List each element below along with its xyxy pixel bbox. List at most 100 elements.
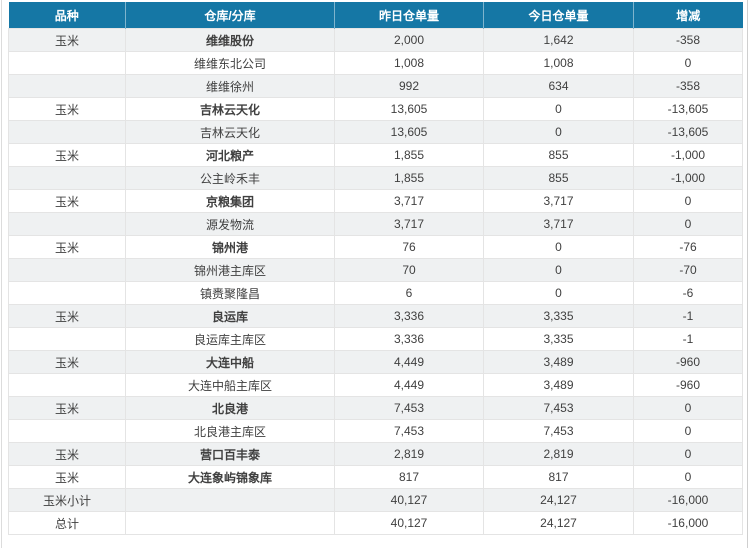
- today-qty-cell: 0: [483, 281, 634, 305]
- change-cell: -70: [633, 258, 743, 282]
- yesterday-qty-cell: 13,605: [334, 120, 484, 144]
- warehouse-cell: 维维股份: [125, 28, 335, 52]
- warehouse-cell: 营口百丰泰: [125, 442, 335, 466]
- change-cell: 0: [633, 419, 743, 443]
- today-qty-cell: 1,008: [483, 51, 634, 75]
- table-row: 玉米 维维股份 2,000 1,642 -358: [8, 28, 743, 52]
- variety-cell: [8, 419, 126, 443]
- table-row: 玉米 吉林云天化 13,605 0 -13,605: [8, 97, 743, 121]
- warehouse-cell: 良运库: [125, 304, 335, 328]
- window-right-border: [747, 0, 748, 548]
- table-row: 玉米 大连中船 4,449 3,489 -960: [8, 350, 743, 374]
- today-qty-cell: 817: [483, 465, 634, 489]
- variety-cell: [8, 281, 126, 305]
- today-qty-cell: 0: [483, 235, 634, 259]
- warehouse-cell: 京粮集团: [125, 189, 335, 213]
- today-qty-cell: 3,489: [483, 373, 634, 397]
- today-qty-cell: 1,642: [483, 28, 634, 52]
- warehouse-cell: 大连象屿锦象库: [125, 465, 335, 489]
- change-cell: -13,605: [633, 120, 743, 144]
- warehouse-cell: 河北粮产: [125, 143, 335, 167]
- variety-cell: 总计: [8, 511, 126, 535]
- variety-cell: [8, 74, 126, 98]
- variety-cell: [8, 258, 126, 282]
- col-header-variety: 品种: [8, 2, 126, 29]
- warehouse-cell: 维维东北公司: [125, 51, 335, 75]
- yesterday-qty-cell: 817: [334, 465, 484, 489]
- yesterday-qty-cell: 1,008: [334, 51, 484, 75]
- table-row: 维维徐州 992 634 -358: [8, 74, 743, 98]
- yesterday-qty-cell: 2,000: [334, 28, 484, 52]
- table-row: 公主岭禾丰 1,855 855 -1,000: [8, 166, 743, 190]
- variety-cell: [8, 327, 126, 351]
- change-cell: -358: [633, 28, 743, 52]
- variety-cell: [8, 212, 126, 236]
- variety-cell: 玉米: [8, 97, 126, 121]
- yesterday-qty-cell: 7,453: [334, 396, 484, 420]
- warehouse-cell: 镇赉聚隆昌: [125, 281, 335, 305]
- warehouse-cell: 维维徐州: [125, 74, 335, 98]
- yesterday-qty-cell: 1,855: [334, 143, 484, 167]
- yesterday-qty-cell: 13,605: [334, 97, 484, 121]
- table-body: 玉米 维维股份 2,000 1,642 -358 维维东北公司 1,008 1,008 0 维维徐…: [8, 28, 743, 535]
- yesterday-qty-cell: 992: [334, 74, 484, 98]
- variety-cell: 玉米: [8, 143, 126, 167]
- change-cell: -76: [633, 235, 743, 259]
- variety-cell: 玉米: [8, 442, 126, 466]
- today-qty-cell: 3,335: [483, 304, 634, 328]
- change-cell: 0: [633, 442, 743, 466]
- today-qty-cell: 7,453: [483, 396, 634, 420]
- change-cell: -1: [633, 304, 743, 328]
- col-header-warehouse: 仓库/分库: [125, 2, 335, 29]
- yesterday-qty-cell: 3,336: [334, 304, 484, 328]
- change-cell: -16,000: [633, 488, 743, 512]
- variety-cell: 玉米: [8, 28, 126, 52]
- table-row: 玉米 大连象屿锦象库 817 817 0: [8, 465, 743, 489]
- today-qty-cell: 24,127: [483, 488, 634, 512]
- yesterday-qty-cell: 3,717: [334, 189, 484, 213]
- warehouse-cell: 大连中船: [125, 350, 335, 374]
- warehouse-cell: 良运库主库区: [125, 327, 335, 351]
- table-row: 维维东北公司 1,008 1,008 0: [8, 51, 743, 75]
- table-row: 北良港主库区 7,453 7,453 0: [8, 419, 743, 443]
- change-cell: -960: [633, 373, 743, 397]
- warehouse-cell: 北良港主库区: [125, 419, 335, 443]
- change-cell: -6: [633, 281, 743, 305]
- warehouse-cell: 大连中船主库区: [125, 373, 335, 397]
- change-cell: -13,605: [633, 97, 743, 121]
- variety-cell: 玉米: [8, 304, 126, 328]
- change-cell: -1,000: [633, 143, 743, 167]
- today-qty-cell: 0: [483, 258, 634, 282]
- today-qty-cell: 2,819: [483, 442, 634, 466]
- warehouse-cell: 公主岭禾丰: [125, 166, 335, 190]
- col-header-yesterday-qty: 昨日仓单量: [334, 2, 484, 29]
- today-qty-cell: 7,453: [483, 419, 634, 443]
- window-left-border: [1, 0, 2, 548]
- change-cell: 0: [633, 212, 743, 236]
- today-qty-cell: 3,717: [483, 212, 634, 236]
- change-cell: -358: [633, 74, 743, 98]
- today-qty-cell: 24,127: [483, 511, 634, 535]
- table-row: 锦州港主库区 70 0 -70: [8, 258, 743, 282]
- today-qty-cell: 855: [483, 166, 634, 190]
- yesterday-qty-cell: 40,127: [334, 511, 484, 535]
- col-header-today-qty: 今日仓单量: [483, 2, 634, 29]
- variety-cell: [8, 166, 126, 190]
- warehouse-cell: 锦州港主库区: [125, 258, 335, 282]
- today-qty-cell: 3,335: [483, 327, 634, 351]
- yesterday-qty-cell: 4,449: [334, 373, 484, 397]
- warehouse-cell: [125, 511, 335, 535]
- variety-cell: [8, 51, 126, 75]
- variety-cell: 玉米: [8, 465, 126, 489]
- warehouse-cell: 锦州港: [125, 235, 335, 259]
- today-qty-cell: 0: [483, 120, 634, 144]
- variety-cell: 玉米: [8, 350, 126, 374]
- table-row: 玉米 锦州港 76 0 -76: [8, 235, 743, 259]
- table-row: 镇赉聚隆昌 6 0 -6: [8, 281, 743, 305]
- table-row: 玉米 良运库 3,336 3,335 -1: [8, 304, 743, 328]
- yesterday-qty-cell: 40,127: [334, 488, 484, 512]
- variety-cell: 玉米: [8, 396, 126, 420]
- yesterday-qty-cell: 4,449: [334, 350, 484, 374]
- summary-row: 总计 40,127 24,127 -16,000: [8, 511, 743, 535]
- change-cell: -16,000: [633, 511, 743, 535]
